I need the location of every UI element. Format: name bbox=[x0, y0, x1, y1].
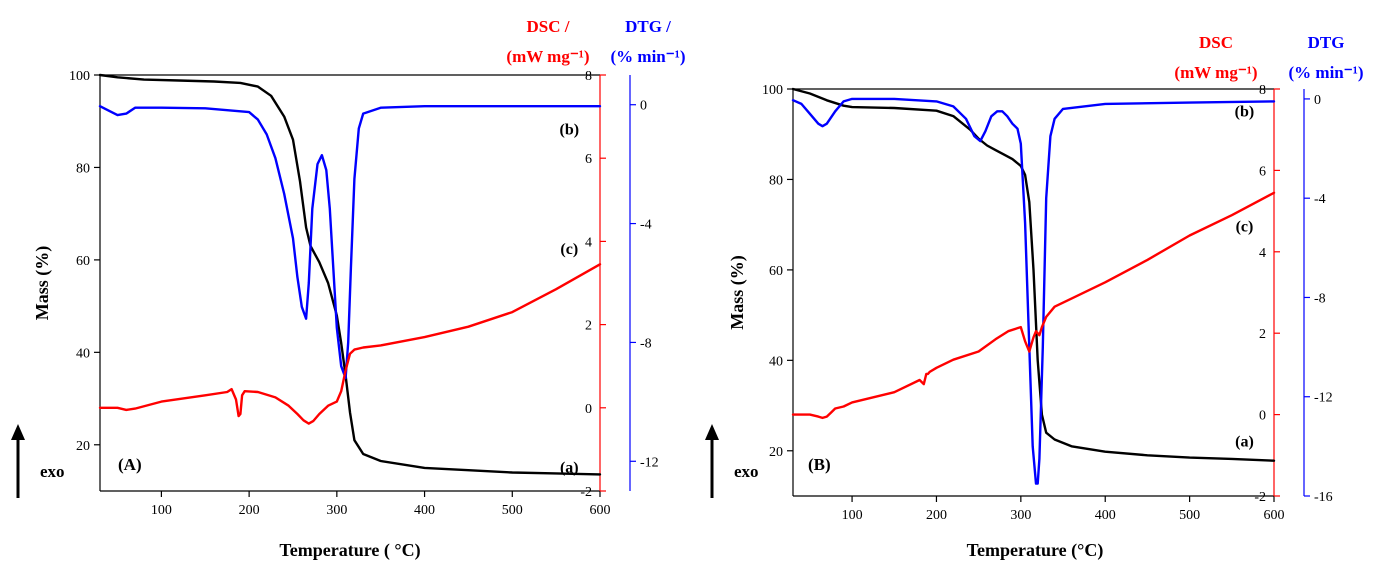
dtg-tick-label: -8 bbox=[1314, 291, 1326, 306]
mass-tick-label: 20 bbox=[769, 445, 783, 460]
x-axis-title: Temperature ( °C) bbox=[279, 540, 420, 561]
y-axis-title: Mass (%) bbox=[32, 246, 53, 321]
dsc-tick-label: 6 bbox=[1259, 164, 1266, 179]
dtg-axis-title-unit: (% min⁻¹) bbox=[1289, 63, 1364, 82]
dtg-tick-label: -12 bbox=[640, 455, 659, 470]
dtg-tick-label: 0 bbox=[640, 99, 647, 114]
x-tick-label: 400 bbox=[1095, 508, 1116, 523]
mass-curve-label: (a) bbox=[1235, 433, 1254, 450]
x-tick-label: 200 bbox=[239, 503, 260, 518]
mass-curve bbox=[791, 87, 1276, 462]
dsc-tick-label: 4 bbox=[1259, 246, 1266, 261]
x-tick-label: 300 bbox=[326, 503, 347, 518]
mass-tick-label: 100 bbox=[762, 83, 783, 98]
dtg-tick-label: -8 bbox=[640, 336, 652, 351]
dsc-curve bbox=[791, 191, 1276, 420]
dtg-tick-label: -4 bbox=[640, 218, 652, 233]
mass-tick-label: 100 bbox=[69, 69, 90, 84]
mass-tick-label: 80 bbox=[76, 161, 90, 176]
dsc-axis-title-unit: (mW mg⁻¹) bbox=[506, 47, 589, 66]
dsc-axis-title: DSC bbox=[1199, 33, 1233, 52]
mass-curve bbox=[98, 73, 602, 476]
mass-tick-label: 40 bbox=[769, 354, 783, 369]
exo-label: exo bbox=[734, 462, 759, 481]
dtg-tick-label: -16 bbox=[1314, 490, 1333, 505]
x-tick-label: 500 bbox=[502, 503, 523, 518]
mass-tick-label: 20 bbox=[76, 439, 90, 454]
mass-curve-label: (a) bbox=[560, 460, 579, 477]
exo-arrow-head bbox=[705, 424, 719, 440]
dsc-tick-label: 2 bbox=[1259, 327, 1266, 342]
exo-label: exo bbox=[40, 462, 65, 481]
panel-a: 100 200 300 400 500 60020406080100-2024680-4-… bbox=[11, 17, 685, 561]
x-tick-label: 300 bbox=[1010, 508, 1031, 523]
dtg-curve-label: (b) bbox=[560, 121, 580, 138]
dtg-curve bbox=[791, 97, 1276, 485]
dsc-tick-label: 6 bbox=[585, 152, 592, 167]
mass-tick-label: 60 bbox=[76, 254, 90, 269]
dtg-curve-label: (b) bbox=[1235, 103, 1255, 120]
x-tick-label: 600 bbox=[590, 503, 611, 518]
x-tick-label: 600 bbox=[1264, 508, 1285, 523]
dsc-curve-label: (c) bbox=[560, 241, 578, 258]
dtg-axis-title: DTG / bbox=[625, 17, 671, 36]
dtg-tick-label: -12 bbox=[1314, 391, 1333, 406]
x-axis-title: Temperature (°C) bbox=[967, 540, 1104, 561]
dsc-axis-title-unit: (mW mg⁻¹) bbox=[1174, 63, 1257, 82]
dsc-tick-label: -2 bbox=[1254, 490, 1266, 505]
mass-tick-label: 40 bbox=[76, 346, 90, 361]
x-tick-label: 500 bbox=[1179, 508, 1200, 523]
panel-label: (A) bbox=[118, 455, 142, 474]
dsc-tick-label: 0 bbox=[1259, 409, 1266, 424]
x-tick-label: 100 bbox=[151, 503, 172, 518]
mass-tick-label: 60 bbox=[769, 264, 783, 279]
dsc-tick-label: 0 bbox=[585, 402, 592, 417]
y-axis-title: Mass (%) bbox=[727, 255, 748, 330]
dtg-tick-label: 0 bbox=[1314, 93, 1321, 108]
dsc-curve bbox=[98, 263, 602, 425]
x-tick-label: 100 bbox=[842, 508, 863, 523]
x-tick-label: 200 bbox=[926, 508, 947, 523]
dtg-curve bbox=[98, 104, 602, 380]
dsc-curve-label: (c) bbox=[1236, 218, 1254, 235]
panel-label: (B) bbox=[808, 455, 831, 474]
mass-tick-label: 80 bbox=[769, 173, 783, 188]
exo-arrow-head bbox=[11, 424, 25, 440]
dtg-axis-title-unit: (% min⁻¹) bbox=[611, 47, 686, 66]
x-tick-label: 400 bbox=[414, 503, 435, 518]
dsc-tick-label: 8 bbox=[1259, 83, 1266, 98]
dsc-axis-title: DSC / bbox=[527, 17, 570, 36]
dtg-axis-title: DTG bbox=[1308, 33, 1345, 52]
dtg-tick-label: -4 bbox=[1314, 192, 1326, 207]
panel-b: 100 200 300 400 500 60020406080100-2024680-4-… bbox=[705, 33, 1363, 561]
dsc-tick-label: 4 bbox=[585, 235, 592, 250]
dsc-tick-label: -2 bbox=[580, 485, 592, 500]
dsc-tick-label: 2 bbox=[585, 319, 592, 334]
dsc-tick-label: 8 bbox=[585, 69, 592, 84]
